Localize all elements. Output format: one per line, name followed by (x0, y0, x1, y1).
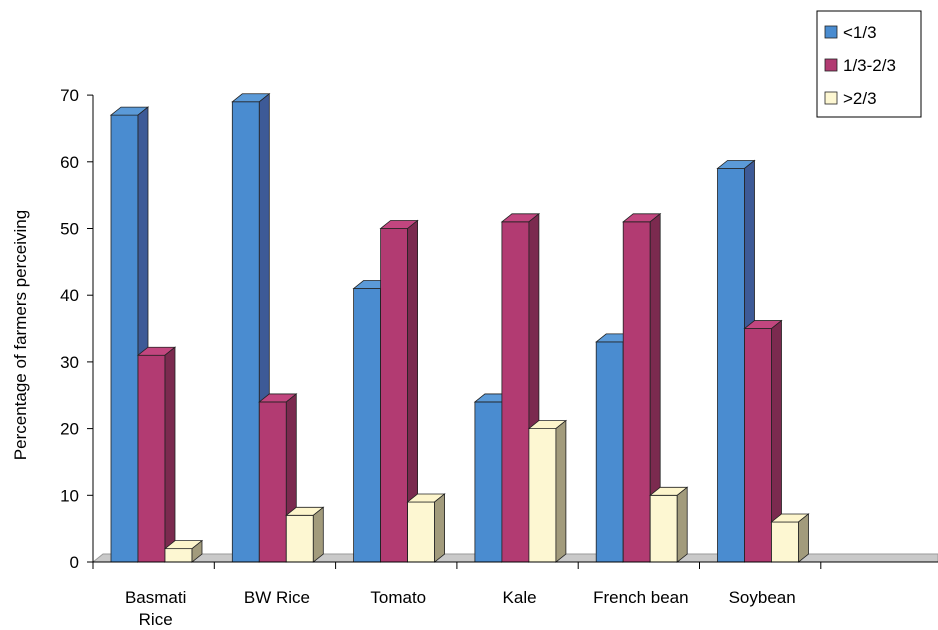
y-tick-label: 10 (60, 486, 79, 505)
bar (529, 421, 566, 562)
bar (772, 514, 809, 562)
bar-side (435, 494, 445, 562)
bar-side (556, 421, 566, 562)
bar-front (529, 429, 556, 562)
bar-front (259, 402, 286, 562)
bar (650, 487, 687, 562)
legend-swatch (825, 26, 837, 38)
legend-label: >2/3 (843, 89, 877, 108)
legend-swatch (825, 92, 837, 104)
y-tick-label: 70 (60, 86, 79, 105)
bar-front (475, 402, 502, 562)
bars-group (111, 94, 809, 562)
bar-front (111, 115, 138, 562)
bar-front (718, 168, 745, 562)
y-tick-label: 40 (60, 286, 79, 305)
bar-front (745, 329, 772, 562)
x-tick-label: Kale (503, 588, 537, 607)
bar (408, 494, 445, 562)
bar-side (677, 487, 687, 562)
legend-label: <1/3 (843, 23, 877, 42)
y-tick-label: 50 (60, 220, 79, 239)
bar-side (165, 347, 175, 562)
bar-side (313, 507, 323, 562)
x-tick-label: BW Rice (244, 588, 310, 607)
y-tick-label: 60 (60, 153, 79, 172)
bar-front (623, 222, 650, 562)
bar-front (772, 522, 799, 562)
bar-front (286, 515, 313, 562)
y-tick-label: 30 (60, 353, 79, 372)
legend: <1/3 1/3-2/3 >2/3 (817, 11, 921, 117)
legend-label: 1/3-2/3 (843, 56, 896, 75)
x-tick-label: Basmati Rice (125, 588, 186, 629)
bar (286, 507, 323, 562)
bar-front (502, 222, 529, 562)
bar-front (596, 342, 623, 562)
y-tick-label: 0 (70, 553, 79, 572)
bar-front (650, 495, 677, 562)
bar-front (408, 502, 435, 562)
y-axis-label: Percentage of farmers perceiving (11, 210, 30, 460)
bar-front (381, 229, 408, 563)
y-tick-label: 20 (60, 420, 79, 439)
x-tick-label: Tomato (370, 588, 426, 607)
bar-front (354, 289, 381, 562)
bar-front (232, 102, 259, 562)
bar (138, 347, 175, 562)
legend-swatch (825, 59, 837, 71)
bar-side (799, 514, 809, 562)
bar-front (138, 355, 165, 562)
bar (165, 541, 202, 562)
bar-front (165, 549, 192, 562)
x-tick-label: French bean (593, 588, 688, 607)
x-tick-label: Soybean (729, 588, 796, 607)
